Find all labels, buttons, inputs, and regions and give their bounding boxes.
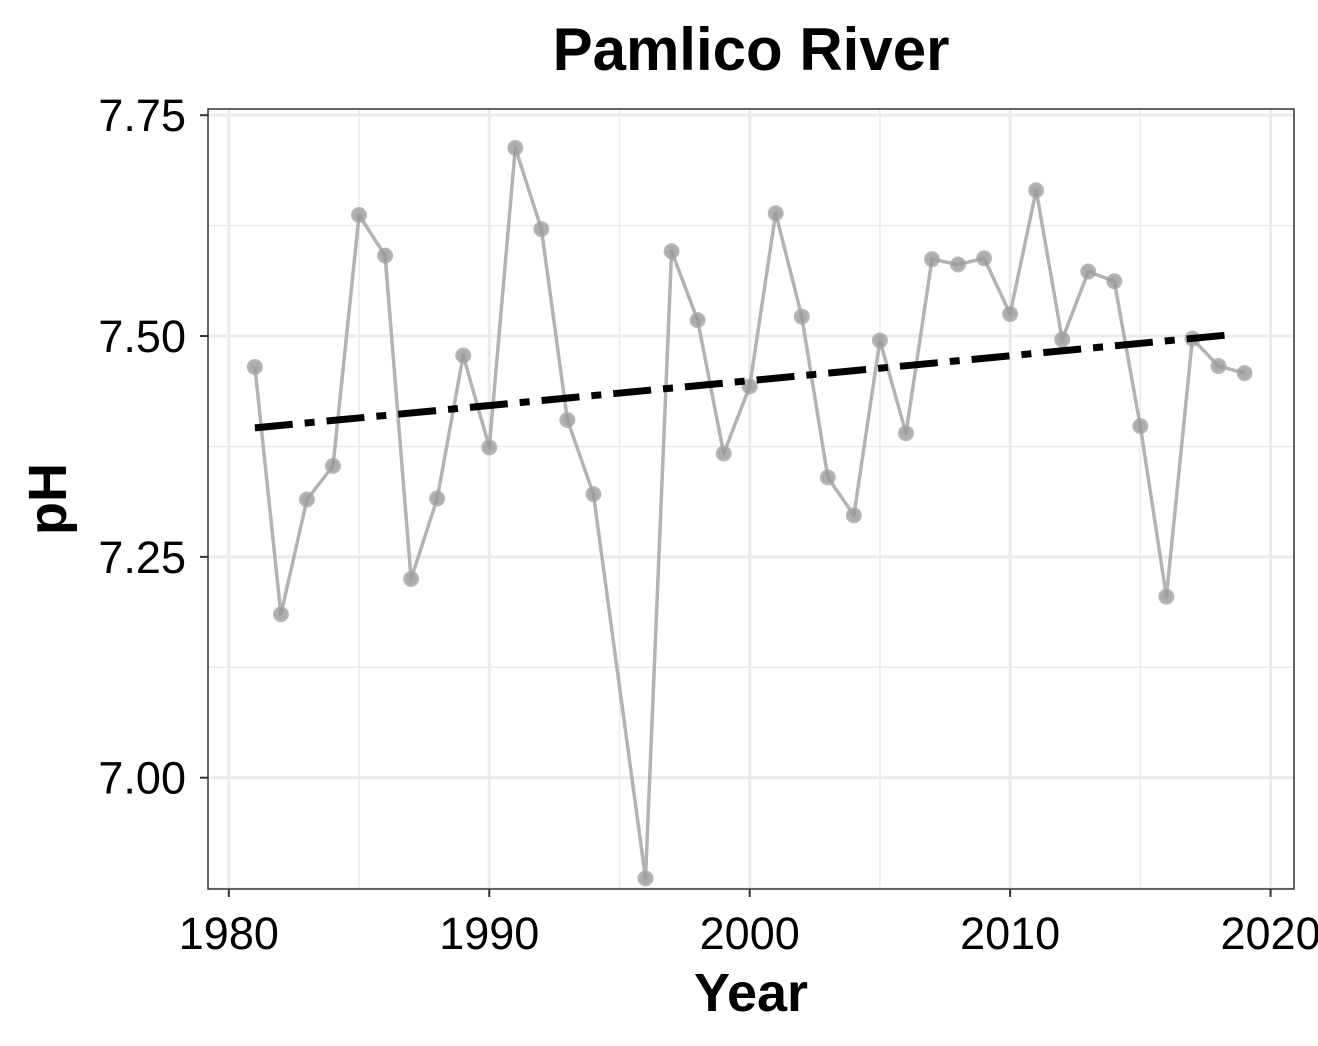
x-tick-label: 1990 [439, 908, 539, 959]
x-tick-label: 2020 [1221, 908, 1318, 959]
data-point [377, 247, 394, 264]
data-point [871, 332, 888, 349]
axes: 1980 1990 2000 2010 2020 7.00 7.25 7.50 7.75 [98, 90, 1318, 959]
data-point [845, 507, 862, 524]
data-point [455, 347, 472, 364]
data-point [1132, 418, 1149, 435]
data-point [1236, 365, 1253, 382]
y-tick-label: 7.50 [98, 311, 186, 362]
data-point [663, 243, 680, 260]
data-point [272, 606, 289, 623]
data-point [950, 256, 967, 273]
trend-line [254, 331, 1227, 432]
data-point [924, 251, 940, 268]
data-point [246, 358, 263, 375]
data-point [533, 221, 550, 238]
data-point [1080, 263, 1097, 280]
y-tick-label: 7.75 [98, 90, 186, 141]
chart-title: Pamlico River [553, 16, 950, 83]
x-tick-label: 1980 [179, 908, 279, 959]
y-axis-label: pH [18, 463, 78, 535]
data-point [507, 139, 524, 156]
data-point [481, 439, 498, 456]
series-layer [246, 139, 1253, 887]
data-point [793, 308, 810, 325]
data-point [559, 411, 576, 428]
data-point [351, 207, 368, 224]
data-point [1106, 273, 1123, 290]
data-point [1002, 305, 1019, 322]
data-point [1158, 588, 1175, 605]
data-point [1210, 358, 1227, 375]
y-tick-label: 7.25 [98, 532, 186, 583]
x-tick-label: 2010 [960, 908, 1060, 959]
data-point [585, 486, 602, 503]
data-point [403, 570, 420, 587]
x-tick-label: 2000 [700, 908, 800, 959]
data-point [325, 457, 342, 474]
data-point [689, 312, 706, 329]
data-point [897, 425, 914, 442]
y-tick-label: 7.00 [98, 753, 186, 804]
data-point [429, 490, 446, 507]
data-point [767, 205, 784, 222]
plot-border [207, 108, 1295, 890]
data-point [976, 250, 993, 267]
data-point [637, 870, 654, 887]
data-point [298, 491, 315, 508]
data-point [715, 445, 732, 462]
grid [208, 109, 1294, 889]
data-point [741, 378, 758, 395]
x-axis-label: Year [694, 963, 808, 1023]
data-point [1028, 182, 1045, 199]
data-point [1054, 331, 1071, 348]
series-line [253, 146, 1245, 881]
data-point [819, 469, 836, 486]
